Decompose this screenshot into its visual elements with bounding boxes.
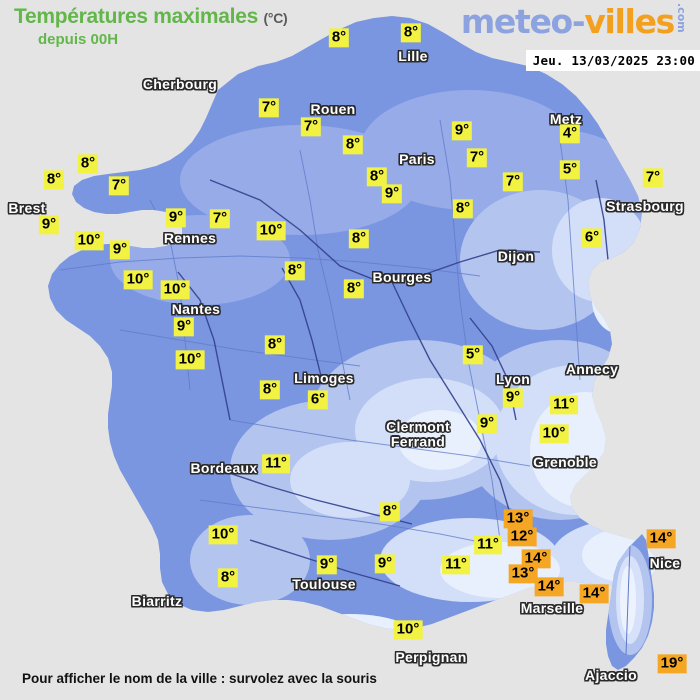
city-label[interactable]: Dijon — [497, 248, 535, 264]
city-label[interactable]: Strasbourg — [606, 198, 684, 214]
temperature-chip[interactable]: 10° — [123, 270, 153, 290]
title-text: Températures maximales — [14, 5, 258, 28]
temperature-chip[interactable]: 13° — [508, 564, 538, 584]
temperature-chip[interactable]: 9° — [381, 184, 403, 204]
city-label[interactable]: Ajaccio — [585, 667, 637, 683]
city-label[interactable]: Cherbourg — [142, 76, 218, 92]
temperature-chip[interactable]: 9° — [476, 414, 498, 434]
city-label[interactable]: Biarritz — [131, 593, 183, 609]
temperature-chip[interactable]: 9° — [173, 317, 195, 337]
temperature-chip[interactable]: 8° — [452, 199, 474, 219]
city-label[interactable]: Lille — [398, 48, 428, 64]
temperature-chip[interactable]: 8° — [348, 229, 370, 249]
temperature-chip[interactable]: 14° — [579, 584, 609, 604]
title-line: Températures maximales (°C) — [14, 5, 288, 28]
temperature-chip[interactable]: 11° — [262, 454, 290, 474]
city-label[interactable]: Marseille — [520, 600, 584, 616]
temperature-chip[interactable]: 10° — [539, 424, 569, 444]
city-label[interactable]: Annecy — [565, 361, 619, 377]
temperature-chip[interactable]: 9° — [38, 215, 60, 235]
city-label[interactable]: Rouen — [310, 101, 356, 117]
temperature-chip[interactable]: 7° — [502, 172, 524, 192]
temperature-chip[interactable]: 9° — [316, 555, 338, 575]
hover-hint: Pour afficher le nom de la ville : survo… — [22, 671, 377, 686]
temperature-chip[interactable]: 8° — [284, 261, 306, 281]
temperature-chip[interactable]: 8° — [342, 135, 364, 155]
temperature-chip[interactable]: 14° — [646, 529, 676, 549]
city-label[interactable]: Nantes — [171, 301, 221, 317]
temperature-chip[interactable]: 9° — [502, 388, 524, 408]
logo-meteo: meteo- — [460, 2, 586, 41]
temperature-chip[interactable]: 10° — [393, 620, 423, 640]
temperature-chip[interactable]: 8° — [77, 154, 99, 174]
temperature-chip[interactable]: 8° — [366, 167, 388, 187]
temperature-chip[interactable]: 13° — [503, 509, 533, 529]
city-label[interactable]: Grenoble — [533, 454, 597, 470]
temperature-chip[interactable]: 5° — [462, 345, 484, 365]
temperature-chip[interactable]: 6° — [307, 390, 329, 410]
city-label[interactable]: Clermont Ferrand — [386, 418, 450, 449]
temperature-chip[interactable]: 11° — [474, 535, 502, 555]
temperature-chip[interactable]: 5° — [559, 160, 581, 180]
temperature-chip[interactable]: 19° — [657, 654, 687, 674]
temperature-chip[interactable]: 7° — [258, 98, 280, 118]
map-corsica — [606, 534, 654, 670]
city-label[interactable]: Paris — [399, 151, 435, 167]
temperature-chip[interactable]: 4° — [559, 124, 581, 144]
city-label[interactable]: Limoges — [294, 370, 354, 386]
city-label[interactable]: Lyon — [495, 371, 531, 387]
temperature-chip[interactable]: 10° — [175, 350, 205, 370]
temperature-chip[interactable]: 12° — [507, 527, 537, 547]
temperature-chip[interactable]: 14° — [534, 577, 564, 597]
page-title: Températures maximales (°C) depuis 00H — [14, 5, 288, 49]
temperature-chip[interactable]: 8° — [259, 380, 281, 400]
temperature-chip[interactable]: 6° — [581, 228, 603, 248]
temperature-chip[interactable]: 8° — [264, 335, 286, 355]
logo-villes: villes — [584, 2, 675, 41]
temperature-chip[interactable]: 10° — [74, 231, 104, 251]
temperature-chip[interactable]: 9° — [451, 121, 473, 141]
temperature-chip[interactable]: 8° — [328, 28, 350, 48]
city-label[interactable]: Toulouse — [292, 576, 356, 592]
temperature-chip[interactable]: 10° — [160, 280, 190, 300]
temperature-chip[interactable]: 9° — [109, 240, 131, 260]
city-label[interactable]: Perpignan — [395, 649, 467, 665]
city-label[interactable]: Rennes — [163, 230, 217, 246]
temperature-chip[interactable]: 11° — [442, 555, 470, 575]
city-label[interactable]: Nice — [649, 555, 681, 571]
temperature-chip[interactable]: 7° — [108, 176, 130, 196]
temperature-chip[interactable]: 14° — [521, 549, 551, 569]
temperature-chip[interactable]: 8° — [400, 23, 422, 43]
city-label[interactable]: Bourges — [372, 269, 432, 285]
timestamp-badge: Jeu. 13/03/2025 23:00 — [525, 50, 700, 71]
logo-tld: .com — [675, 3, 688, 33]
city-label[interactable]: Bordeaux — [190, 460, 258, 476]
temperature-chip[interactable]: 10° — [256, 221, 286, 241]
site-logo[interactable]: meteo-villes.com — [461, 2, 688, 41]
temperature-chip[interactable]: 7° — [209, 209, 231, 229]
temperature-chip[interactable]: 9° — [374, 554, 396, 574]
subtitle: depuis 00H — [38, 31, 119, 49]
temperature-chip[interactable]: 7° — [466, 148, 488, 168]
temperature-chip[interactable]: 8° — [379, 502, 401, 522]
temperature-chip[interactable]: 8° — [343, 279, 365, 299]
city-label[interactable]: Brest — [8, 200, 46, 216]
title-unit: (°C) — [263, 10, 288, 26]
city-label[interactable]: Metz — [549, 111, 583, 127]
temperature-chip[interactable]: 7° — [642, 168, 664, 188]
temperature-chip[interactable]: 10° — [208, 525, 238, 545]
temperature-chip[interactable]: 8° — [217, 568, 239, 588]
temperature-chip[interactable]: 7° — [300, 117, 322, 137]
temperature-chip[interactable]: 11° — [550, 395, 578, 415]
temperature-chip[interactable]: 8° — [43, 170, 65, 190]
temperature-chip[interactable]: 9° — [165, 208, 187, 228]
